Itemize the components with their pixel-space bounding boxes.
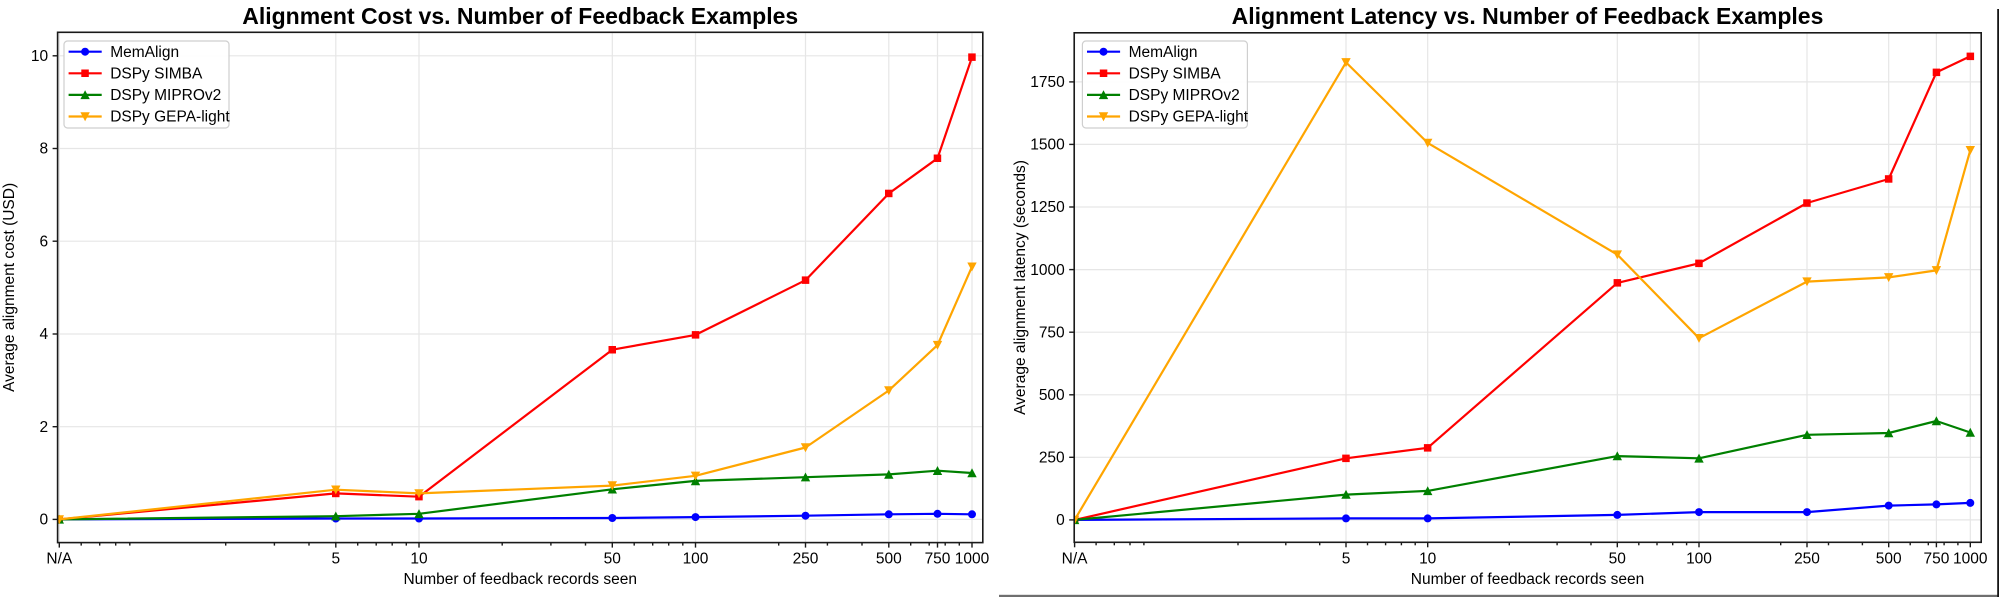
svg-text:Alignment Latency vs. Number o: Alignment Latency vs. Number of Feedback…	[1232, 3, 1824, 29]
svg-text:1750: 1750	[1030, 74, 1065, 91]
svg-text:MemAlign: MemAlign	[110, 44, 179, 61]
svg-text:500: 500	[1876, 551, 1902, 568]
svg-text:MemAlign: MemAlign	[1129, 44, 1198, 61]
svg-text:Average alignment cost (USD): Average alignment cost (USD)	[1, 183, 18, 392]
svg-text:1000: 1000	[1953, 551, 1988, 568]
svg-text:DSPy GEPA-light: DSPy GEPA-light	[110, 109, 230, 126]
svg-text:500: 500	[1039, 387, 1065, 404]
svg-text:0: 0	[39, 512, 48, 529]
svg-text:DSPy SIMBA: DSPy SIMBA	[110, 66, 203, 83]
svg-text:10: 10	[1419, 551, 1437, 568]
svg-text:250: 250	[1794, 551, 1820, 568]
svg-text:DSPy GEPA-light: DSPy GEPA-light	[1129, 109, 1249, 126]
svg-text:250: 250	[1039, 450, 1065, 467]
svg-text:1500: 1500	[1030, 137, 1065, 154]
svg-text:50: 50	[604, 551, 622, 568]
svg-text:Number of feedback records see: Number of feedback records seen	[403, 571, 636, 588]
svg-text:Average alignment latency (sec: Average alignment latency (seconds)	[1012, 160, 1029, 415]
svg-text:50: 50	[1609, 551, 1627, 568]
svg-text:Number of feedback records see: Number of feedback records seen	[1411, 571, 1644, 588]
svg-text:750: 750	[1923, 551, 1949, 568]
svg-text:5: 5	[1342, 551, 1351, 568]
svg-text:N/A: N/A	[46, 551, 73, 568]
svg-text:0: 0	[1056, 512, 1065, 529]
svg-text:8: 8	[39, 141, 48, 158]
svg-text:1000: 1000	[955, 551, 990, 568]
svg-text:1250: 1250	[1030, 199, 1065, 216]
svg-text:N/A: N/A	[1062, 551, 1089, 568]
svg-text:DSPy MIPROv2: DSPy MIPROv2	[1129, 87, 1240, 104]
svg-text:Alignment Cost vs. Number of F: Alignment Cost vs. Number of Feedback Ex…	[242, 3, 798, 29]
svg-text:10: 10	[410, 551, 428, 568]
svg-text:250: 250	[793, 551, 819, 568]
svg-text:4: 4	[39, 326, 48, 343]
svg-text:5: 5	[331, 551, 340, 568]
svg-text:100: 100	[1686, 551, 1712, 568]
svg-text:750: 750	[925, 551, 951, 568]
svg-text:10: 10	[31, 48, 49, 65]
svg-text:2: 2	[39, 419, 48, 436]
svg-text:DSPy MIPROv2: DSPy MIPROv2	[110, 87, 221, 104]
svg-text:750: 750	[1039, 324, 1065, 341]
svg-text:1000: 1000	[1030, 262, 1065, 279]
svg-text:100: 100	[683, 551, 709, 568]
svg-text:DSPy SIMBA: DSPy SIMBA	[1129, 66, 1222, 83]
svg-text:500: 500	[876, 551, 902, 568]
svg-text:6: 6	[39, 233, 48, 250]
